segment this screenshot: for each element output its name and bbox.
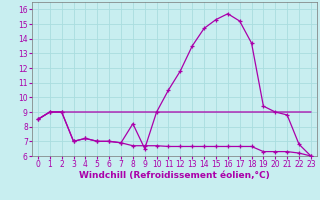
X-axis label: Windchill (Refroidissement éolien,°C): Windchill (Refroidissement éolien,°C) — [79, 171, 270, 180]
